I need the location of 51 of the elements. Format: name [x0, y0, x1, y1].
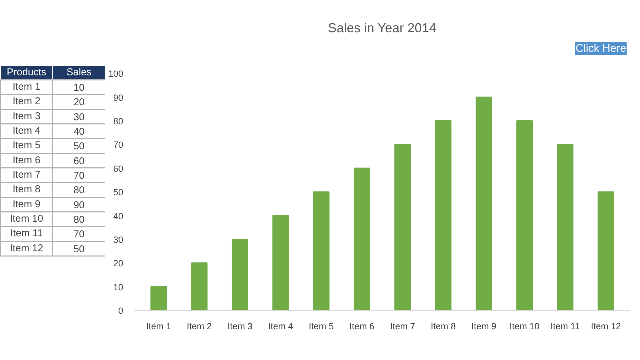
x-tick-label: Item 5 [309, 322, 334, 332]
data-label: 70 [74, 171, 86, 182]
data-label: 10 [74, 82, 86, 94]
category-label: Item 6 [12, 155, 42, 166]
data-label: 70 [74, 230, 86, 241]
x-tick-label: Item 12 [591, 322, 622, 332]
category-label: Item 9 [12, 199, 42, 210]
data-label: 50 [74, 142, 86, 153]
category-label: Item 10 [10, 214, 44, 226]
x-tick-label: Item 9 [472, 322, 497, 332]
text: Click Here [576, 42, 626, 55]
category-label: Item 11 [10, 228, 44, 240]
category-label: Item 2 [12, 96, 42, 108]
data-label: 50 [74, 244, 86, 256]
x-tick-label: Item 6 [350, 322, 375, 332]
category-label: Item 1 [12, 82, 42, 93]
category-label: Item 7 [12, 170, 42, 181]
y-tick-label: 80 [113, 116, 124, 127]
y-tick-label: 40 [113, 211, 124, 222]
x-tick-label: Item 2 [187, 322, 212, 332]
data-label: 20 [74, 98, 86, 109]
y-tick-label: 50 [113, 188, 124, 198]
data-label: 30 [74, 112, 86, 124]
data-label: 80 [74, 215, 86, 226]
x-tick-label: Item 3 [228, 322, 253, 332]
x-tick-label: Item 4 [268, 322, 294, 332]
text: Products [7, 67, 46, 78]
x-tick-label: Item 10 [510, 322, 540, 332]
category-label: Item 8 [12, 184, 42, 196]
chart-title: Sales in Year 2014 [328, 20, 437, 36]
y-tick-label: 70 [113, 140, 124, 150]
y-tick-label: 0 [118, 306, 124, 316]
data-label: 90 [74, 200, 86, 212]
text: Sales [66, 67, 92, 78]
data-label: 60 [74, 156, 86, 168]
category-label: Item 4 [12, 126, 42, 137]
x-tick-label: Item 7 [390, 322, 416, 332]
x-tick-label: Item 8 [430, 322, 456, 332]
x-tick-label: Item 1 [146, 322, 172, 332]
y-tick-label: 20 [113, 258, 124, 269]
data-label: 40 [74, 126, 86, 138]
data-label: 80 [74, 186, 86, 197]
category-label: Item 3 [12, 111, 42, 122]
category-label: Item 12 [10, 243, 44, 254]
y-tick-label: 90 [113, 92, 124, 103]
category-label: Item 5 [12, 140, 42, 152]
x-tick-label: Item 11 [550, 322, 580, 332]
y-tick-label: 60 [113, 164, 124, 174]
y-tick-label: 10 [113, 282, 124, 292]
y-tick-label: 30 [113, 234, 124, 245]
y-tick-label: 100 [108, 69, 124, 80]
